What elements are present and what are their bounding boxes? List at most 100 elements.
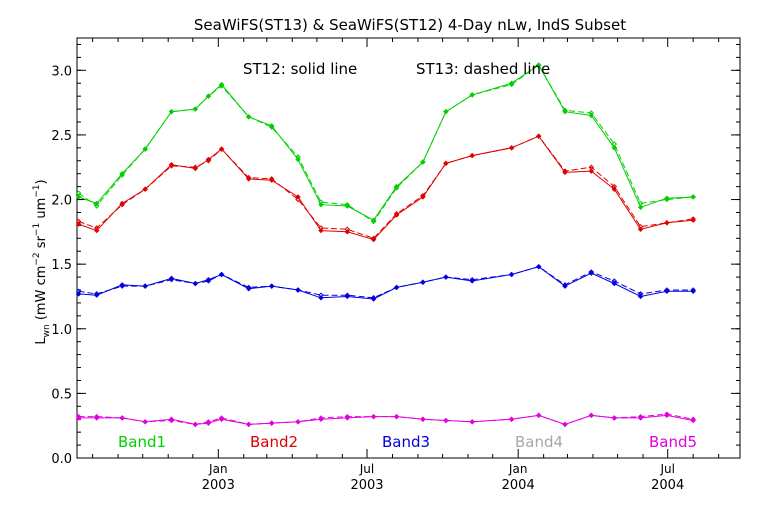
band3-st13-point [318,292,324,298]
band1-st13-point [344,202,351,208]
band5-st13-point [508,416,515,422]
band1-st13-point [420,159,426,165]
y-tick-label: 0.0 [51,452,72,467]
band2-st13-point [119,202,125,208]
band5-st12-point [75,415,82,421]
band2-st13-point [318,225,324,231]
x-tick-label-month: Jan [508,462,528,476]
band2-st13-point [420,192,426,199]
band1-st13-point [75,190,82,196]
band3-st13-point [637,291,644,297]
y-label-part3: um [34,198,49,223]
band2-st13-point [536,133,542,139]
band5-st13-point [205,419,212,425]
y-label-base-sub: wn [42,324,52,337]
legend-band5: Band5 [649,433,697,451]
plot-border [76,37,741,459]
band2-st13-point [344,226,351,232]
band3-st13-point [218,271,225,278]
band5-st13-point [443,417,449,424]
band5-st13-point [420,416,426,422]
band1-st13-point [370,218,377,225]
y-label-part2: sr [34,235,49,252]
band1-st13-point [295,154,301,160]
band5-st12-point [94,415,100,421]
y-tick-label: 3.0 [51,64,72,79]
band1-st13-point [562,107,568,114]
band2-st12-point [370,236,377,243]
band1-st13-line [78,64,694,223]
band3-st13-point [344,292,351,298]
band2-st13-point [168,163,175,169]
plot-frame [76,37,741,459]
band1-st12-point [119,170,125,177]
band2-st13-point [245,174,252,181]
band5-st13-point [344,413,351,420]
band2-st13-point [562,168,568,174]
band2-st13-point [690,216,696,222]
band2-st13-point [94,225,100,231]
band1-st13-point [469,92,475,98]
x-tick-label-month: Jul [659,462,674,476]
band2-st13-point [142,186,148,192]
band2-st13-point [269,176,275,182]
band3-st13-point [192,280,199,287]
band3-st13-point [420,279,426,285]
band3-st13-point [536,264,542,270]
band5-st13-point [370,413,377,420]
band5-st13-point [245,421,252,428]
band3-st13-point [370,295,377,301]
band1-st12-point [75,194,82,200]
band5-st13-point [562,421,568,428]
x-tick-label-year: 2003 [350,478,383,493]
solid-line-note: ST12: solid line [243,60,357,78]
band3-st13-point [245,284,252,291]
band3-st13-point [611,278,618,284]
legend: Band1 Band2 Band3 Band4 Band5 [118,433,697,451]
band3-st13-point [562,282,568,288]
y-axis: 0.0 0.5 1.0 1.5 2.0 2.5 3.0 [51,43,740,467]
band2-st13-point [192,164,199,170]
band5-st13-point [119,415,125,421]
band5-st13-point [469,419,475,425]
band3-st13-line [78,266,694,299]
band3-st13-point [205,278,212,284]
band3-st13-point [443,274,449,280]
legend-band3: Band3 [382,433,430,451]
band3-st13-point [269,283,275,289]
y-label-sup2: −1 [32,223,42,236]
band5-st13-point [75,413,82,420]
y-tick-label: 1.0 [51,323,72,338]
band1-st13-point [142,146,148,152]
y-tick-label: 2.5 [51,129,72,144]
band2-st12-line [78,135,694,241]
band1-st13-point [637,200,644,207]
series-layer [75,62,696,428]
band1-st13-point [664,196,670,203]
band5-st12-point [690,417,696,424]
band5-st13-point [168,417,175,424]
x-tick-label-year: 2003 [202,478,235,493]
band3-st13-point [295,287,301,293]
x-axis: Jan 2003 Jul 2003 Jan 2004 Jul 2004 [92,38,720,493]
band5-st13-point [295,419,301,425]
band3-st13-point [75,288,82,294]
dashed-line-note: ST13: dashed line [416,60,550,78]
y-tick-label: 2.0 [51,194,72,209]
band2-st13-point [218,146,225,152]
band3-st13-point [508,271,515,278]
x-tick-label-year: 2004 [651,478,684,493]
band1-st13-point [393,185,400,191]
band1-st13-point [690,194,696,200]
band1-st13-point [269,124,275,130]
band2-st13-point [370,235,377,242]
band5-st13-point [637,413,644,420]
band3-st13-point [588,269,595,275]
band1-st12-point [269,123,275,129]
band2-st13-point [205,158,212,164]
y-tick-label: 1.5 [51,258,72,273]
x-tick-label-month: Jan [208,462,228,476]
y-label-part1: (mW cm [34,266,49,325]
band2-st12-point [690,217,696,223]
